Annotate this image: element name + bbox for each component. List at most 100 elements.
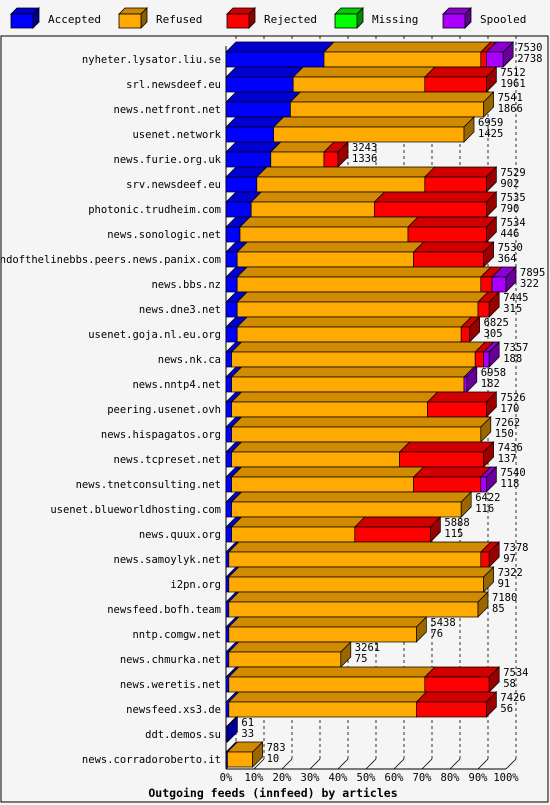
bar-segment-refused (231, 476, 414, 493)
bar-side (460, 491, 472, 518)
grid-floor-tick (309, 758, 321, 770)
bar-accepted-label: 790 (500, 203, 519, 215)
bar-segment-rejected (480, 551, 490, 568)
bar-accepted-label: 85 (492, 603, 505, 615)
bar-segment-accepted (225, 476, 232, 493)
feed-name-label: news.bbs.nz (151, 279, 221, 291)
bar-segment-refused (227, 751, 253, 768)
feed-name-label: newsfeed.xs3.de (126, 704, 221, 716)
feed-name-label: i2pn.org (170, 579, 221, 591)
bar-segment-spooled (491, 276, 507, 293)
bar-segment-accepted (225, 651, 230, 668)
bar-total-label: 7529 (500, 167, 525, 179)
bar-side (463, 116, 475, 143)
bar-segment-top-refused (255, 166, 436, 178)
legend-swatch (226, 13, 250, 29)
feed-name-label: usenet.goja.nl.eu.org (88, 329, 221, 341)
feed-name-label: news.tnetconsulting.net (76, 479, 221, 491)
bar-segment-top-refused (230, 516, 366, 528)
legend-swatch (10, 13, 34, 29)
bar-segment-accepted (225, 376, 232, 393)
bar-segment-refused (231, 501, 462, 518)
bar-segment-top-rejected (423, 666, 501, 678)
bar-segment-top-refused (236, 266, 492, 278)
bar-total-label: 7530 (517, 42, 542, 54)
bar-total-label: 7426 (500, 692, 525, 704)
legend-label: Refused (156, 13, 202, 26)
bar-segment-accepted (225, 626, 230, 643)
bar-accepted-label: 315 (503, 303, 522, 315)
bar-segment-spooled (463, 376, 468, 393)
legend-label: Rejected (264, 13, 317, 26)
bar-segment-refused (228, 576, 484, 593)
bar-segment-refused (239, 226, 409, 243)
bar-side (488, 541, 500, 568)
bar-accepted-label: 56 (500, 703, 513, 715)
bar-segment-top-refused (230, 366, 475, 378)
bar-total-label: 7445 (503, 292, 528, 304)
bar-total-label: 7262 (495, 417, 520, 429)
bar-side (486, 191, 497, 218)
legend-item-spooled: Spooled (442, 7, 526, 29)
bar-segment-accepted (225, 601, 230, 618)
x-tick-label: 60% (385, 772, 405, 784)
bar-accepted-label: 1425 (478, 128, 503, 140)
bar-segment-accepted (225, 701, 230, 718)
bar-segment-top-refused (230, 491, 473, 503)
bar-segment-refused (236, 301, 479, 318)
bar-segment-refused (228, 676, 426, 693)
bar-total-label: 6825 (484, 317, 509, 329)
feed-name-label: photonic.trudheim.com (88, 204, 221, 216)
bar-segment-top-rejected (412, 466, 492, 478)
bar-side (486, 691, 497, 718)
bar-total-label: 7357 (503, 342, 528, 354)
bar-side (483, 441, 494, 468)
grid-floor-tick (281, 758, 293, 770)
bar-segment-top-refused (227, 666, 436, 678)
grid-floor-tick (337, 758, 349, 770)
bar-segment-top-refused (227, 616, 428, 628)
bar-segment-top-refused (250, 191, 386, 203)
bar-accepted-label: 10 (267, 753, 280, 765)
legend-label: Spooled (480, 13, 526, 26)
bar-total-label: 6959 (478, 117, 503, 129)
bar-segment-refused (231, 376, 465, 393)
feed-name-label: news.sonologic.net (107, 229, 221, 241)
bar-accepted-label: 76 (430, 628, 443, 640)
bar-accepted-label: 58 (503, 678, 516, 690)
bar-segment-refused (273, 126, 465, 143)
bar-segment-accepted (225, 51, 325, 68)
bar-segment-top-refused (289, 91, 495, 103)
bar-side (430, 516, 441, 543)
bar-total-label: 3261 (355, 642, 380, 654)
bar-segment-top-refused (269, 141, 335, 153)
bar-accepted-label: 116 (475, 503, 494, 515)
bar-accepted-label: 115 (444, 528, 463, 540)
plot-frame (0, 35, 549, 803)
feed-name-label: srl.newsdeef.eu (126, 79, 221, 91)
bar-segment-accepted (225, 676, 230, 693)
chart-title: Outgoing feeds (innfeed) by articles (148, 786, 397, 800)
bar-segment-rejected (424, 76, 487, 93)
feed-name-label: news.weretis.net (120, 679, 221, 691)
bar-total-label: 7534 (500, 217, 525, 229)
bar-segment-top-rejected (415, 691, 498, 703)
bar-segment-spooled (480, 476, 487, 493)
bar-segment-refused (323, 51, 482, 68)
feed-name-label: news.nntp4.net (132, 379, 221, 391)
bar-segment-rejected (460, 326, 470, 343)
bar-total-label: 5438 (430, 617, 455, 629)
feed-name-label: usenet.network (132, 129, 221, 141)
bar-accepted-label: 91 (498, 578, 511, 590)
grid-floor-tick (421, 758, 433, 770)
bar-segment-rejected (413, 476, 482, 493)
